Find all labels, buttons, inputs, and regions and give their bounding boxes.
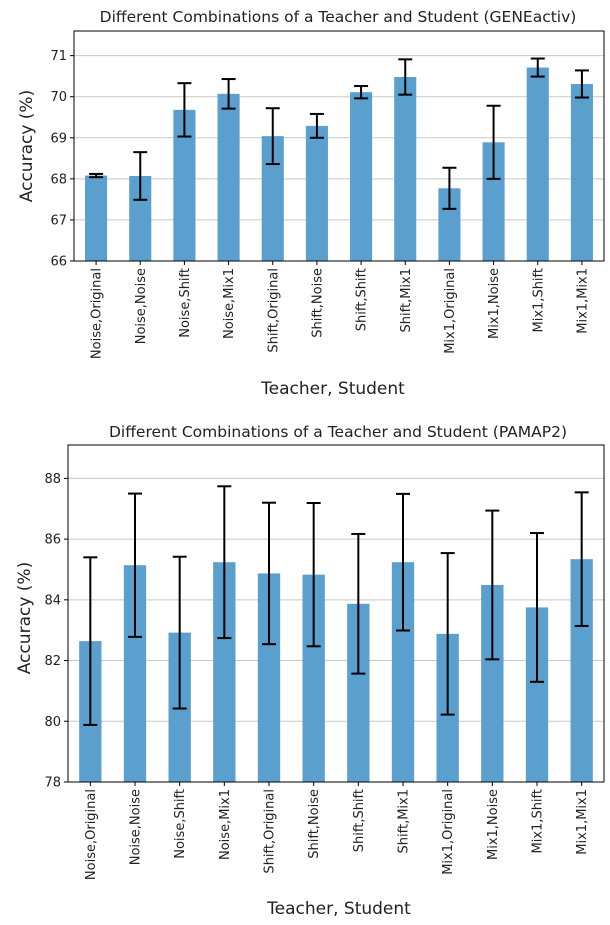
chart-panel-geneactiv: Different Combinations of a Teacher and … <box>17 8 605 399</box>
x-tick-label: Shift,Shift <box>355 268 370 331</box>
error-bar <box>440 552 455 716</box>
y-tick-label: 82 <box>44 654 61 669</box>
x-tick-label: Noise,Noise <box>129 789 144 865</box>
error-bar <box>574 69 589 99</box>
error-bar <box>306 501 321 648</box>
chart-panel-pamap2: Different Combinations of a Teacher and … <box>15 423 605 919</box>
x-tick-label: Shift,Original <box>266 268 281 353</box>
bar <box>391 562 415 782</box>
error-bar <box>89 172 104 179</box>
error-bar <box>83 556 98 726</box>
x-tick-label: Shift,Original <box>263 789 278 874</box>
error-bar <box>133 151 148 201</box>
error-bar <box>398 58 413 96</box>
x-tick-label: Noise,Original <box>90 268 105 359</box>
y-tick-label: 71 <box>50 49 67 64</box>
bar <box>570 559 593 782</box>
x-tick-label: Shift,Mix1 <box>399 268 414 332</box>
x-tick-label: Mix1,Shift <box>531 268 546 332</box>
bar <box>570 83 593 261</box>
bar <box>347 603 370 782</box>
bar <box>217 93 240 261</box>
y-tick-label: 67 <box>50 213 67 228</box>
x-tick-label: Shift,Mix1 <box>397 789 412 853</box>
y-tick-label: 68 <box>50 172 67 187</box>
x-tick-label: Mix1,Mix1 <box>575 789 590 855</box>
y-axis-label: Accuracy (%) <box>15 562 35 674</box>
y-tick-label: 84 <box>44 593 61 608</box>
bar <box>526 67 549 261</box>
x-tick-label: Mix1,Noise <box>487 268 502 339</box>
error-bar <box>442 166 457 210</box>
error-bar <box>309 112 324 139</box>
error-bar <box>172 555 187 710</box>
x-tick-label: Noise,Noise <box>134 268 149 344</box>
x-tick-label: Shift,Noise <box>310 268 325 338</box>
y-axis-label: Accuracy (%) <box>17 90 37 202</box>
y-tick-label: 86 <box>44 533 61 548</box>
bar <box>525 607 549 782</box>
y-tick-label: 66 <box>50 255 67 270</box>
bar <box>257 573 281 782</box>
chart-title: Different Combinations of a Teacher and … <box>109 423 567 441</box>
y-tick-label: 69 <box>50 131 67 146</box>
y-tick-label: 70 <box>50 90 67 105</box>
x-tick-label: Shift,Noise <box>307 789 322 859</box>
error-bar <box>485 509 500 661</box>
error-bar <box>574 491 589 627</box>
plot-frame <box>67 444 605 783</box>
x-axis-label: Teacher, Student <box>260 379 405 399</box>
x-tick-label: Noise,Mix1 <box>218 789 233 860</box>
x-tick-label: Mix1,Original <box>441 789 456 875</box>
error-bar <box>221 78 236 110</box>
error-bar <box>217 485 232 640</box>
bar <box>129 175 152 261</box>
error-bar <box>351 532 366 675</box>
x-tick-label: Mix1,Original <box>443 268 458 354</box>
chart-title: Different Combinations of a Teacher and … <box>100 8 577 26</box>
bar <box>213 562 236 782</box>
bar <box>394 77 417 261</box>
error-bar <box>530 57 545 78</box>
error-bar <box>396 492 410 632</box>
bar <box>482 142 505 261</box>
bar <box>302 574 325 782</box>
x-tick-label: Noise,Original <box>84 789 99 880</box>
error-bar <box>262 501 276 646</box>
y-tick-label: 80 <box>44 715 61 730</box>
bar <box>305 125 328 261</box>
x-axis-label: Teacher, Student <box>266 899 411 919</box>
plot-frame <box>73 30 605 262</box>
x-tick-label: Mix1,Shift <box>531 789 546 853</box>
error-bar <box>354 85 369 100</box>
error-bar <box>177 82 192 138</box>
x-tick-label: Noise,Shift <box>173 789 188 859</box>
x-tick-label: Noise,Mix1 <box>222 268 237 339</box>
bar <box>261 136 284 261</box>
error-bar <box>265 107 280 166</box>
bar <box>481 584 504 782</box>
x-tick-label: Mix1,Mix1 <box>575 268 590 334</box>
error-bar <box>486 104 501 180</box>
x-tick-label: Mix1,Noise <box>486 789 501 860</box>
bar <box>173 109 196 261</box>
bar <box>85 175 108 261</box>
bar <box>350 92 373 261</box>
y-tick-label: 78 <box>44 776 61 791</box>
x-tick-label: Shift,Shift <box>352 789 367 852</box>
bar <box>438 188 461 261</box>
error-bar <box>530 532 544 683</box>
x-tick-label: Noise,Shift <box>178 268 193 338</box>
error-bar <box>128 492 142 638</box>
y-tick-label: 88 <box>44 472 61 487</box>
bar <box>123 565 147 782</box>
